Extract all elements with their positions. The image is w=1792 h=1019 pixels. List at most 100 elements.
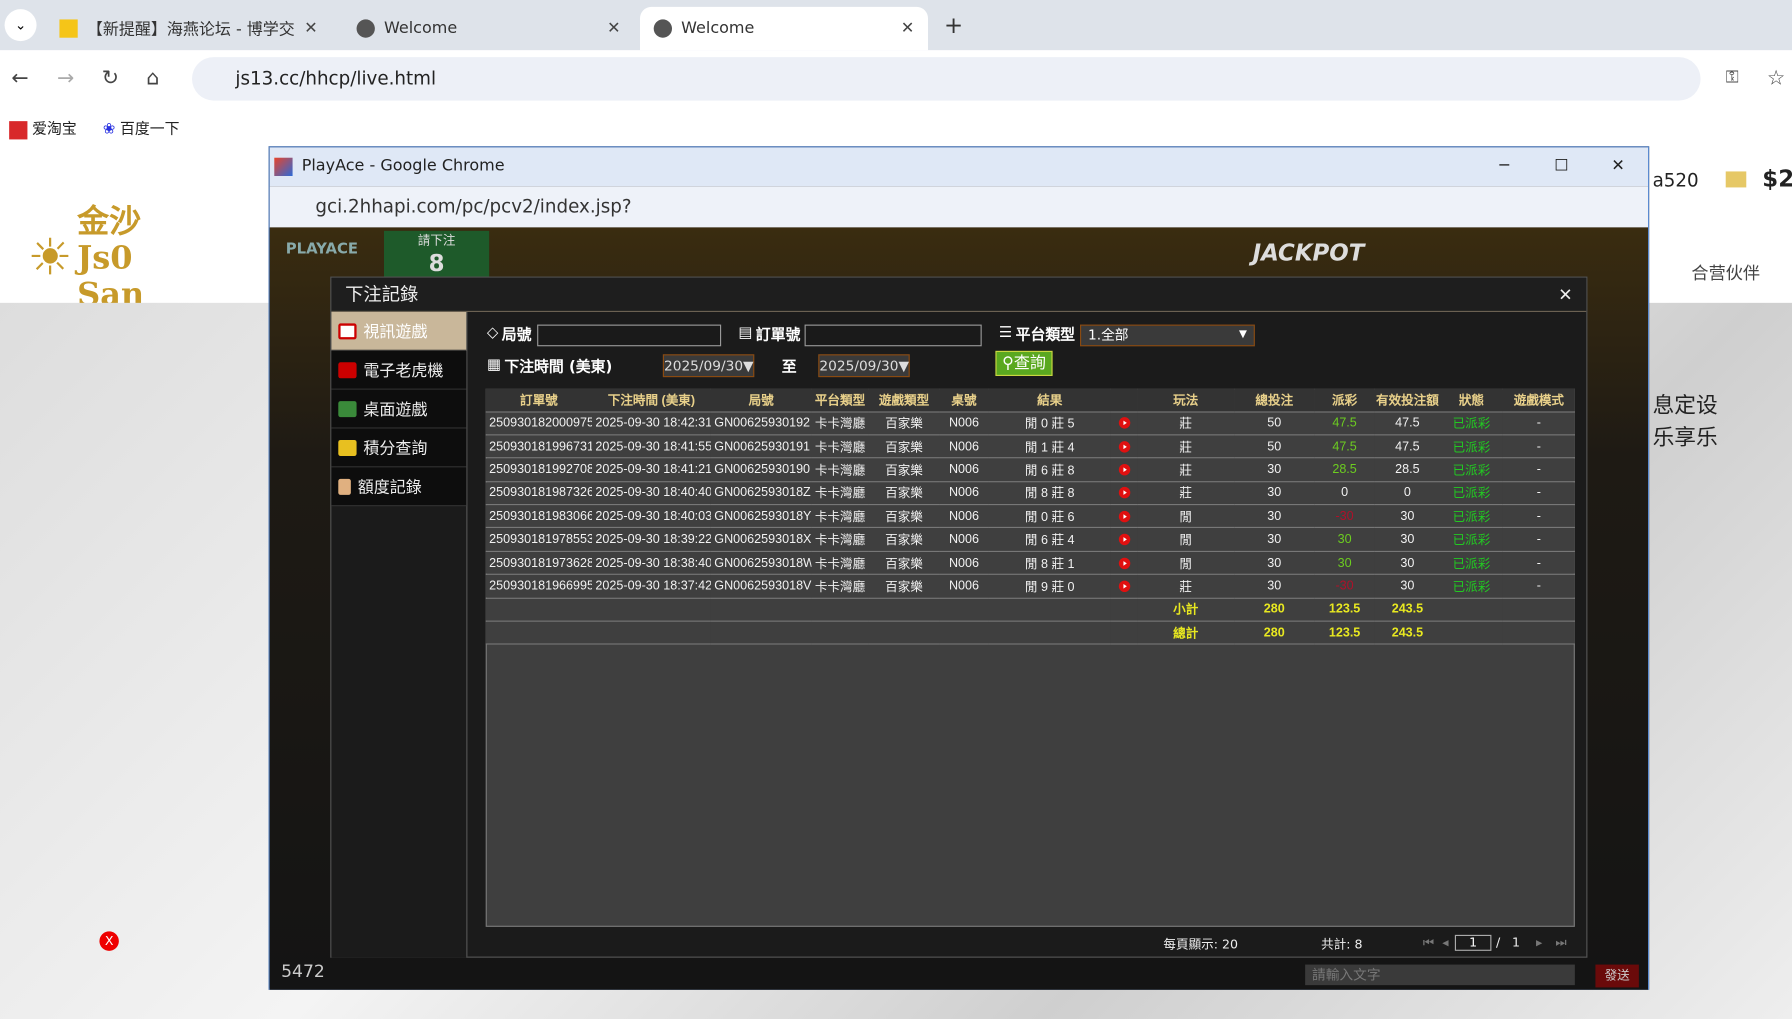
- column-header: 有效投注額: [1374, 388, 1440, 412]
- platform-label: ☰ 平台類型: [998, 324, 1076, 344]
- partner-link[interactable]: 合营伙伴: [1691, 262, 1761, 284]
- sun-logo-icon: ☀: [27, 228, 73, 287]
- cell: 30: [1374, 527, 1440, 552]
- popup-address-bar[interactable]: gci.2hhapi.com/pc/pcv2/index.jsp?: [269, 186, 1648, 228]
- close-tab-icon[interactable]: ✕: [900, 19, 915, 38]
- cell: 閒: [1137, 504, 1235, 529]
- query-button[interactable]: ⚲查詢: [995, 350, 1053, 376]
- cell: 閒 6 莊 4: [988, 527, 1111, 552]
- cell: 閒 8 莊 8: [988, 481, 1111, 506]
- send-button[interactable]: 發送: [1595, 964, 1639, 988]
- next-page-icon[interactable]: ▸: [1535, 934, 1543, 950]
- tab-1[interactable]: 【新提醒】海燕论坛 - 博学交流 ✕: [46, 7, 332, 50]
- cell: 30: [1314, 527, 1375, 552]
- cell: 50: [1234, 411, 1315, 436]
- last-page-icon[interactable]: ⏭: [1555, 934, 1567, 950]
- platform-select[interactable]: 1.全部 ▼: [1079, 324, 1255, 347]
- column-header: 派彩: [1314, 388, 1375, 412]
- cell: 30: [1234, 504, 1315, 529]
- sidebar-menu: 視訊遊戲 電子老虎機 桌面遊戲 積分查詢 額度記錄: [331, 311, 468, 958]
- menu-item-table-games[interactable]: 桌面遊戲: [331, 389, 467, 429]
- cell: N006: [939, 481, 989, 506]
- cell: 卡卡灣廳: [811, 504, 869, 529]
- table-row: 250930181983066 2025-09-30 18:40:03 GN0062…: [485, 504, 1575, 529]
- star-icon[interactable]: ☆: [1766, 66, 1786, 91]
- cell: 2025-09-30 18:40:40: [591, 481, 711, 506]
- list-icon: ☰: [998, 324, 1013, 342]
- play-video-icon[interactable]: [1110, 434, 1138, 459]
- cell: N006: [939, 527, 989, 552]
- cell: 百家樂: [868, 481, 940, 506]
- per-page-text: 每頁顯示: 20: [1163, 937, 1238, 952]
- column-header: 訂單號: [485, 388, 592, 412]
- order-input[interactable]: [804, 324, 982, 347]
- cell: -: [1502, 551, 1575, 576]
- minimize-button[interactable]: ─: [1499, 156, 1510, 175]
- play-video-icon[interactable]: [1110, 551, 1138, 576]
- play-video-icon[interactable]: [1110, 458, 1138, 482]
- close-dialog-button[interactable]: ✕: [1558, 284, 1573, 306]
- cell: -30: [1314, 504, 1375, 529]
- play-video-icon[interactable]: [1110, 504, 1138, 529]
- cell: 莊: [1137, 574, 1235, 599]
- close-tab-icon[interactable]: ✕: [607, 19, 621, 38]
- play-video-icon[interactable]: [1110, 527, 1138, 552]
- bookmarks-bar: 爱淘宝 ❀ 百度一下: [0, 107, 1792, 144]
- menu-item-slots[interactable]: 電子老虎機: [331, 350, 467, 390]
- page-input[interactable]: 1: [1454, 934, 1492, 951]
- cell: 30: [1234, 527, 1315, 552]
- column-header: 總投注: [1234, 388, 1315, 412]
- tab-3-active[interactable]: Welcome ✕: [639, 6, 928, 51]
- cell: 2025-09-30 18:37:42: [591, 574, 711, 599]
- play-video-icon[interactable]: [1110, 574, 1138, 599]
- cell: 閒: [1137, 551, 1235, 576]
- time-label: ▦ 下注時間 (美東): [486, 356, 613, 376]
- menu-item-live-games[interactable]: 視訊遊戲: [331, 311, 467, 351]
- close-ad-icon[interactable]: X: [99, 931, 119, 951]
- cell: 閒 1 莊 4: [988, 434, 1111, 459]
- cell: 250930181966995: [485, 574, 592, 599]
- cell: 30: [1374, 574, 1440, 599]
- cell: -: [1502, 504, 1575, 529]
- round-input[interactable]: [537, 324, 722, 347]
- cards-icon: [338, 322, 357, 339]
- page-count: 1: [1511, 934, 1520, 950]
- play-video-icon[interactable]: [1110, 481, 1138, 506]
- tab-2[interactable]: Welcome ✕: [343, 7, 634, 50]
- play-video-icon[interactable]: [1110, 411, 1138, 436]
- cell: -: [1502, 434, 1575, 459]
- date-from-picker[interactable]: 2025/09/30▼: [662, 354, 755, 378]
- cell: 莊: [1137, 458, 1235, 482]
- cell: N006: [939, 434, 989, 459]
- subtotal-row-payout: 123.5: [1314, 597, 1375, 622]
- new-tab-button[interactable]: +: [943, 11, 964, 39]
- column-header: 桌號: [939, 388, 989, 412]
- bookmark-baidu[interactable]: ❀ 百度一下: [102, 121, 180, 139]
- chat-input[interactable]: 請輸入文字: [1305, 964, 1575, 986]
- bookmark-aitaobao[interactable]: 爱淘宝: [9, 117, 77, 139]
- cell: 閒 8 莊 1: [988, 551, 1111, 576]
- cell: 47.5: [1314, 434, 1375, 459]
- date-to-picker[interactable]: 2025/09/30▼: [818, 354, 910, 378]
- tab-search-button[interactable]: ⌄: [4, 9, 37, 42]
- cell: GN0062593018X: [710, 527, 812, 552]
- table-row: 250930181978553 2025-09-30 18:39:22 GN0062…: [485, 527, 1575, 552]
- menu-item-credit-records[interactable]: 額度記錄: [331, 467, 467, 507]
- prev-page-icon[interactable]: ◂: [1442, 934, 1449, 950]
- key-icon[interactable]: ⚿: [1725, 66, 1739, 87]
- reload-icon[interactable]: ↻: [101, 66, 119, 91]
- cell: 莊: [1137, 411, 1235, 436]
- column-header: 局號: [710, 388, 812, 412]
- home-icon[interactable]: ⌂: [146, 66, 160, 91]
- browser-toolbar: ← → ↻ ⌂ js13.cc/hhcp/live.html ⚿ ☆: [0, 50, 1792, 108]
- dialog-header: 下注記錄 ✕: [331, 277, 1587, 312]
- address-bar[interactable]: js13.cc/hhcp/live.html: [191, 57, 1701, 101]
- cell: 47.5: [1314, 411, 1375, 436]
- forward-icon[interactable]: →: [57, 66, 75, 91]
- close-tab-icon[interactable]: ✕: [304, 19, 318, 38]
- close-window-button[interactable]: ✕: [1611, 156, 1625, 175]
- back-icon[interactable]: ←: [11, 66, 29, 91]
- first-page-icon[interactable]: ⏮: [1422, 934, 1435, 950]
- maximize-button[interactable]: ☐: [1554, 156, 1569, 175]
- menu-item-points[interactable]: 積分查詢: [331, 428, 467, 468]
